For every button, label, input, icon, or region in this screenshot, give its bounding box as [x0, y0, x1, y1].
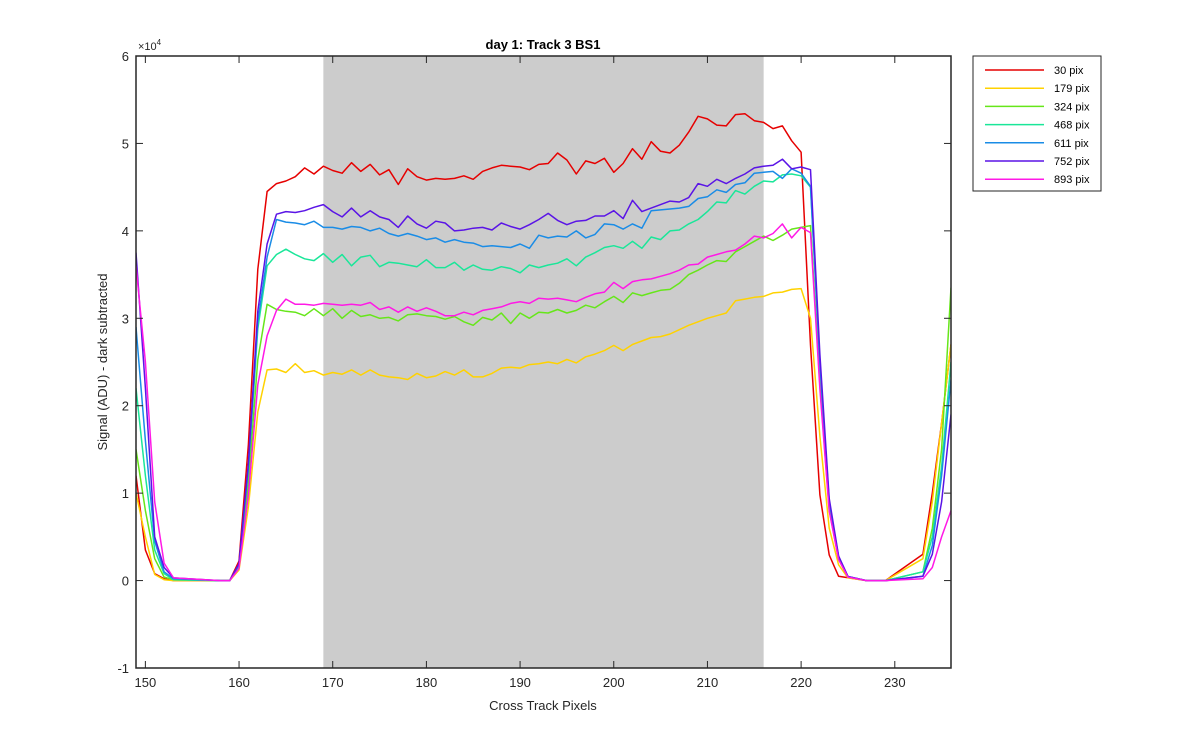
- series-line-468-pix: [136, 173, 951, 582]
- y-tick-label: 0: [122, 574, 129, 589]
- x-tick-label: 220: [790, 675, 812, 690]
- x-axis-label: Cross Track Pixels: [489, 698, 597, 713]
- x-tick-label: 200: [603, 675, 625, 690]
- chart-title: day 1: Track 3 BS1: [486, 37, 601, 52]
- y-axis-ticks: -1 0 1 2 3 4 5 6: [117, 49, 951, 676]
- series-line-752-pix: [136, 158, 951, 582]
- y-exponent-label: ×104: [138, 38, 162, 53]
- x-axis-ticks: 150 160 170 180 190 200 210 220 230: [135, 56, 906, 690]
- x-tick-label: 180: [416, 675, 438, 690]
- plot-frame: [135, 55, 952, 669]
- series-line-324-pix: [136, 224, 951, 582]
- legend-label: 893 pix: [1054, 174, 1090, 186]
- series-layer: [136, 112, 951, 582]
- x-tick-label: 170: [322, 675, 344, 690]
- legend-entries: 30 pix 179 pix 324 pix 468 pix 611 pix 752 pi…: [985, 65, 1090, 186]
- x-tick-label: 160: [228, 675, 250, 690]
- x-tick-label: 210: [697, 675, 719, 690]
- y-tick-label: 6: [122, 49, 129, 64]
- legend-box: [972, 55, 1102, 192]
- series-line-611-pix: [136, 168, 951, 582]
- legend-label: 468 pix: [1054, 120, 1090, 132]
- x-tick-label: 230: [884, 675, 906, 690]
- series-line-179-pix: [136, 287, 951, 582]
- legend: 30 pix 179 pix 324 pix 468 pix 611 pix 752 pi…: [972, 55, 1102, 192]
- y-tick-label: 4: [122, 224, 129, 239]
- y-tick-label: 5: [122, 136, 129, 151]
- legend-label: 752 pix: [1054, 156, 1090, 168]
- legend-label: 179 pix: [1054, 83, 1090, 95]
- y-tick-label: -1: [117, 661, 129, 676]
- x-tick-label: 190: [509, 675, 531, 690]
- legend-label: 30 pix: [1054, 65, 1084, 77]
- shaded-region-layer: [323, 56, 764, 668]
- legend-label: 324 pix: [1054, 101, 1090, 113]
- shaded-region: [323, 56, 764, 668]
- legend-label: 611 pix: [1054, 138, 1089, 150]
- y-axis-label: Signal (ADU) - dark subtracted: [95, 273, 110, 450]
- y-tick-label: 1: [122, 486, 129, 501]
- y-tick-label: 3: [122, 311, 129, 326]
- series-line-893-pix: [136, 223, 951, 582]
- series-line-30-pix: [136, 112, 951, 582]
- x-tick-label: 150: [135, 675, 157, 690]
- y-tick-label: 2: [122, 399, 129, 414]
